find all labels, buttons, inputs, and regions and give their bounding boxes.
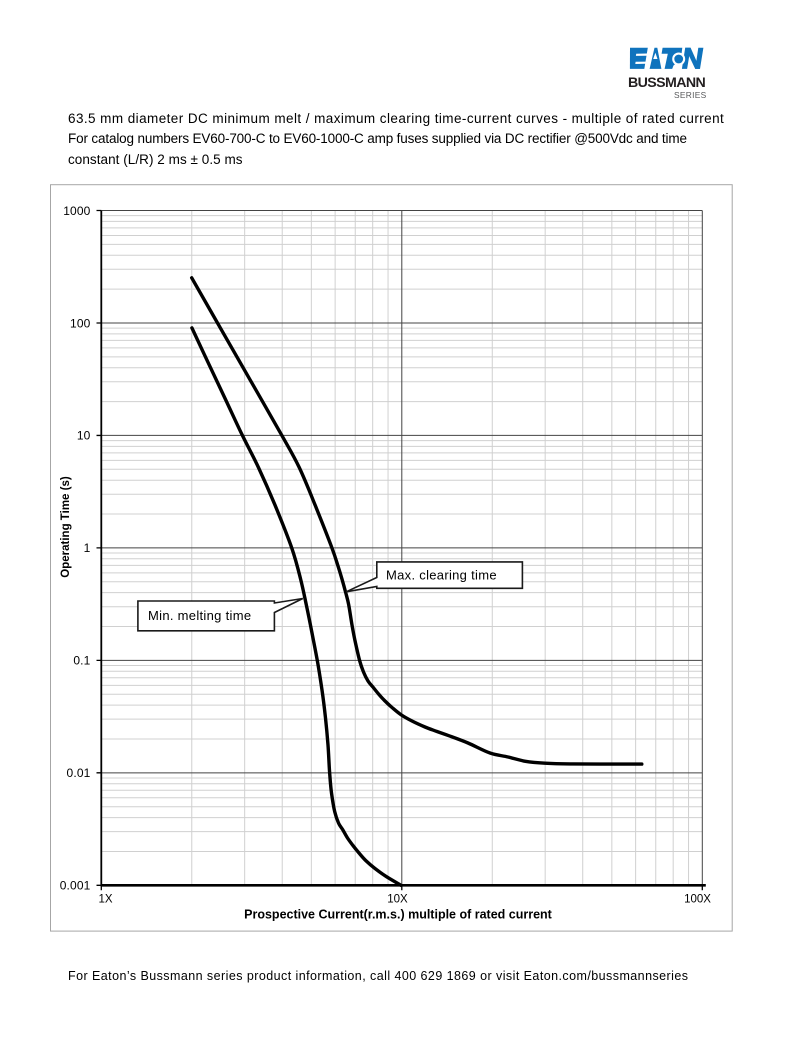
svg-text:0.001: 0.001 — [60, 879, 91, 893]
svg-text:Min. melting time: Min. melting time — [148, 608, 251, 623]
svg-text:1: 1 — [84, 541, 91, 555]
svg-text:10: 10 — [77, 429, 91, 443]
svg-text:1X: 1X — [98, 894, 112, 906]
svg-text:10X: 10X — [387, 894, 408, 906]
svg-text:1000: 1000 — [63, 204, 90, 218]
svg-text:100X: 100X — [684, 894, 711, 906]
svg-text:0.01: 0.01 — [67, 766, 91, 780]
svg-text:Operating Time (s): Operating Time (s) — [60, 476, 72, 578]
svg-text:100: 100 — [70, 316, 91, 330]
svg-text:Prospective Current(r.m.s.) mu: Prospective Current(r.m.s.) multiple of … — [244, 908, 553, 922]
svg-text:Max. clearing time: Max. clearing time — [386, 567, 497, 582]
svg-text:0.1: 0.1 — [73, 654, 90, 668]
